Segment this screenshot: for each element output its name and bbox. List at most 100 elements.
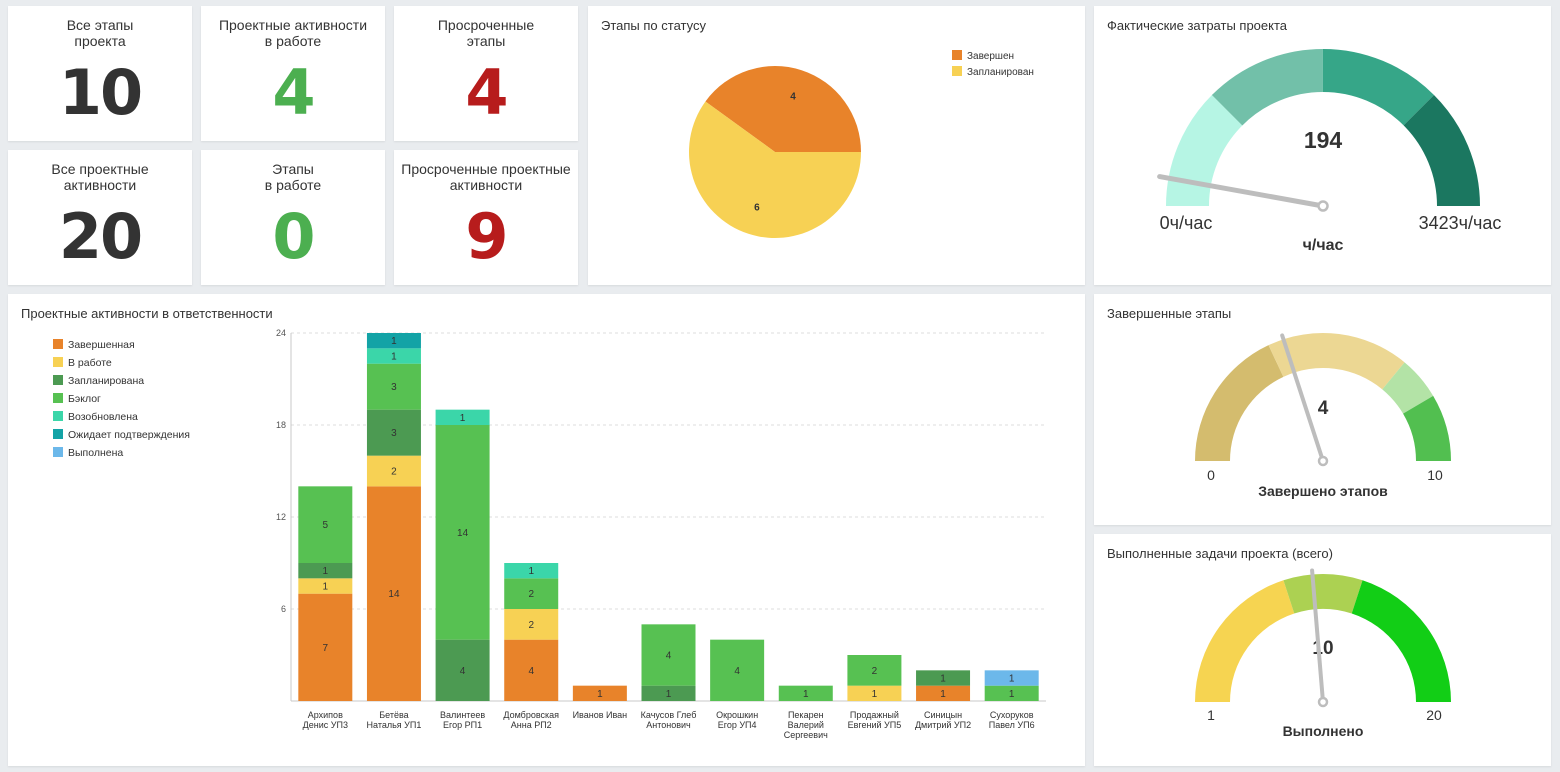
bar-segment-label: 1 xyxy=(940,674,946,685)
legend-swatch xyxy=(53,339,63,349)
bar-segment[interactable] xyxy=(366,363,421,410)
gauge-band xyxy=(1195,580,1295,702)
bar-segment-label: 4 xyxy=(460,666,466,677)
legend-swatch xyxy=(53,375,63,385)
bar-segment[interactable] xyxy=(984,685,1039,701)
gauge-max-label: 3423ч/час xyxy=(1419,213,1502,233)
bar-segment-label: 1 xyxy=(666,689,672,700)
bar-segment[interactable] xyxy=(710,639,765,701)
gauge-band xyxy=(1211,49,1323,126)
gauge-title: Выполненные задачи проекта (всего) xyxy=(1107,546,1333,561)
legend-label[interactable]: Выполнена xyxy=(68,447,123,459)
bar-segment[interactable] xyxy=(572,685,627,701)
bar-segment[interactable] xyxy=(366,455,421,487)
gauge-card-completed-stages: Завершенные этапы 4 0 10 Завершено этапо… xyxy=(1094,294,1551,525)
pie-slice-label: 4 xyxy=(790,91,796,102)
bar-segment[interactable] xyxy=(366,348,421,364)
bar-segment-label: 2 xyxy=(391,467,397,478)
bar-segment[interactable] xyxy=(847,655,902,686)
gauge-title: Завершенные этапы xyxy=(1107,306,1232,321)
bar-segment[interactable] xyxy=(916,685,971,701)
kpi-card-overdue-activities: Просроченные проектные активности 9 xyxy=(394,150,578,285)
gauge-band xyxy=(1166,95,1243,206)
kpi-card-overdue-stages: Просроченные этапы 4 xyxy=(394,6,578,141)
bar-segment-label: 7 xyxy=(323,643,329,654)
gauge-needle xyxy=(1280,333,1325,463)
bar-segment[interactable] xyxy=(984,670,1039,686)
gauge-value: 4 xyxy=(1318,398,1329,419)
bar-segment-label: 1 xyxy=(391,336,397,347)
x-category-label: Архипов Денис УП3 xyxy=(303,710,348,730)
bar-segment[interactable] xyxy=(504,578,559,609)
legend-label[interactable]: Возобновлена xyxy=(68,411,138,423)
bar-segment-label: 1 xyxy=(803,689,809,700)
bar-segment-label: 1 xyxy=(872,689,878,700)
bar-title: Проектные активности в ответственности xyxy=(21,306,273,321)
kpi-value: 4 xyxy=(465,56,508,129)
pie-title: Этапы по статусу xyxy=(601,18,706,33)
kpi-value: 20 xyxy=(58,200,143,273)
bar-segment-label: 5 xyxy=(323,520,329,531)
bar-segment[interactable] xyxy=(504,639,559,701)
bar-segment[interactable] xyxy=(847,685,902,701)
bar-segment-label: 1 xyxy=(940,689,946,700)
bar-segment[interactable] xyxy=(435,639,490,701)
bar-segment-label: 1 xyxy=(528,566,534,577)
gauge-needle-hub xyxy=(1317,696,1329,708)
gauge-band xyxy=(1283,574,1363,614)
x-category-label: Продажный Евгений УП5 xyxy=(848,710,902,730)
bar-segment[interactable] xyxy=(298,578,353,594)
legend-label[interactable]: Запланирована xyxy=(68,375,144,387)
pie-slice[interactable] xyxy=(705,66,861,152)
gauge-card-completed-tasks: Выполненные задачи проекта (всего) 10 1 … xyxy=(1094,534,1551,766)
kpi-card-all-stages: Все этапы проекта 10 xyxy=(8,6,192,141)
legend-label[interactable]: Бэклог xyxy=(68,393,101,405)
bar-segment[interactable] xyxy=(366,409,421,456)
bar-segment[interactable] xyxy=(298,486,353,563)
gauge-band xyxy=(1382,362,1434,414)
bar-segment[interactable] xyxy=(298,593,353,701)
bar-segment[interactable] xyxy=(366,333,421,349)
gauge-needle xyxy=(1157,174,1326,209)
kpi-title: Просроченные проектные активности xyxy=(401,161,571,193)
bar-segment-label: 1 xyxy=(323,566,329,577)
bar-segment-label: 14 xyxy=(457,528,469,539)
gauge-band xyxy=(1351,580,1451,702)
bar-segment[interactable] xyxy=(504,609,559,640)
bar-segment[interactable] xyxy=(298,563,353,579)
bar-segment[interactable] xyxy=(778,685,833,701)
bar-segment[interactable] xyxy=(641,624,696,686)
tasks-gauge: 10 1 20 Выполнено xyxy=(1195,568,1451,739)
bar-segment-label: 1 xyxy=(391,352,397,363)
bar-segment[interactable] xyxy=(641,685,696,701)
bar-segment-label: 4 xyxy=(734,666,740,677)
bar-segment-label: 2 xyxy=(528,620,534,631)
legend-label[interactable]: Завершен xyxy=(967,51,1014,62)
cost-gauge: 194 0ч/час 3423ч/час ч/час xyxy=(1157,49,1502,254)
gauge-band xyxy=(1268,333,1405,390)
legend-label[interactable]: Ожидает подтверждения xyxy=(68,429,190,441)
bar-segment[interactable] xyxy=(916,670,971,686)
kpi-card-all-activities: Все проектные активности 20 xyxy=(8,150,192,285)
gauge-title: Фактические затраты проекта xyxy=(1107,18,1288,33)
x-category-label: Бетёва Наталья УП1 xyxy=(367,710,422,730)
pie-card-stages-by-status: Этапы по статусу 4 Завершен 6 Запланирован xyxy=(588,6,1085,285)
x-category-label: Домбровская Анна РП2 xyxy=(503,710,559,730)
legend-swatch xyxy=(53,429,63,439)
gauge-min-label: 1 xyxy=(1207,707,1215,723)
kpi-card-activities-in-progress: Проектные активности в работе 4 xyxy=(201,6,385,141)
legend-label[interactable]: Завершенная xyxy=(68,339,135,351)
bar-segment-label: 14 xyxy=(388,589,400,600)
bar-segment[interactable] xyxy=(435,409,490,425)
pie-slice[interactable] xyxy=(689,101,861,238)
legend-swatch xyxy=(952,50,962,60)
bar-segment[interactable] xyxy=(504,563,559,579)
legend-label[interactable]: Запланирован xyxy=(967,67,1034,78)
gauge-min-label: 0ч/час xyxy=(1160,213,1213,233)
x-category-label: Сухоруков Павел УП6 xyxy=(989,710,1035,730)
x-category-label: Синицын Дмитрий УП2 xyxy=(915,710,971,730)
legend-label[interactable]: В работе xyxy=(68,357,112,369)
bar-segment[interactable] xyxy=(435,425,490,640)
bar-segment[interactable] xyxy=(366,486,421,701)
